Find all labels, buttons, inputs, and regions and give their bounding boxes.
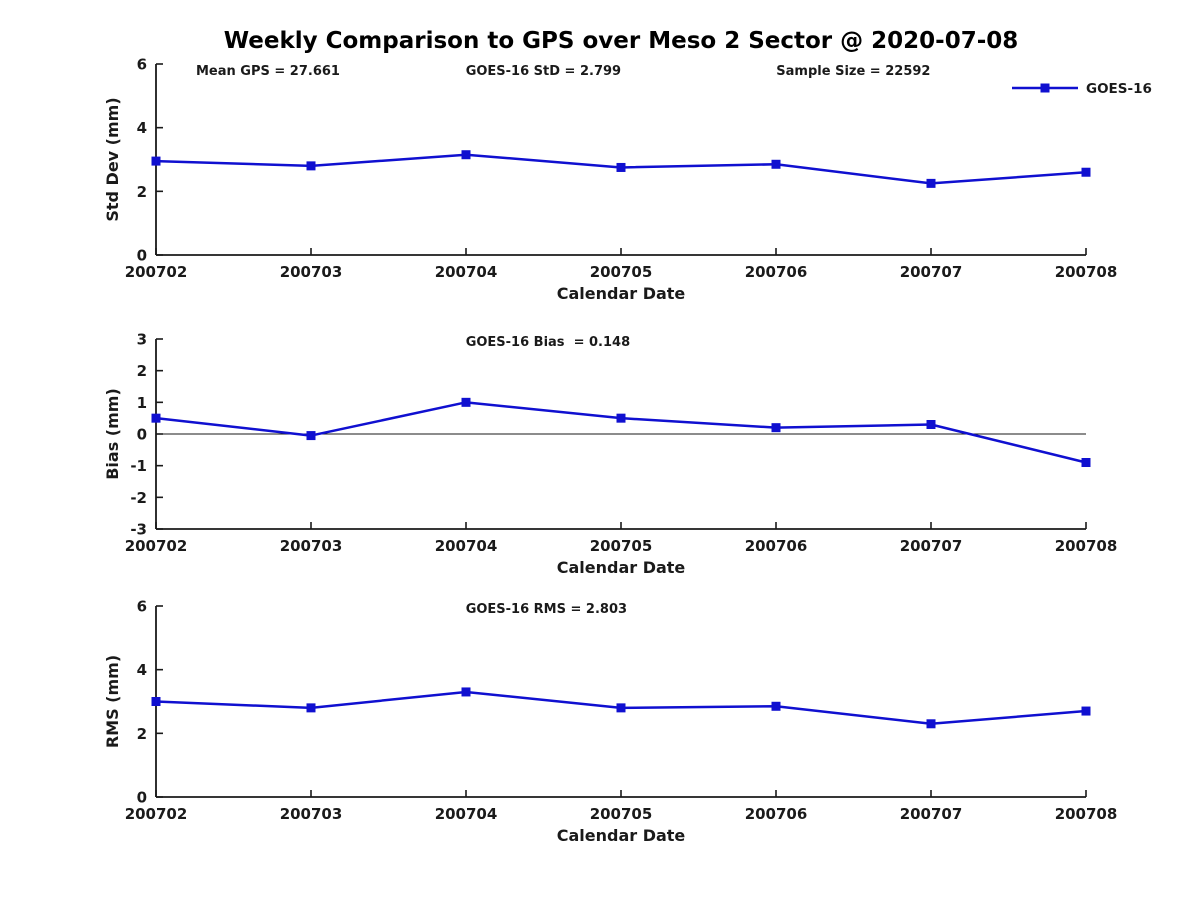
- data-point-marker: [151, 413, 161, 423]
- legend-label: GOES-16: [1086, 81, 1152, 97]
- y-tick-label: 2: [137, 725, 147, 743]
- y-tick-label: 0: [137, 426, 147, 444]
- legend: GOES-16: [1012, 81, 1152, 97]
- data-point-marker: [926, 178, 936, 188]
- data-point-marker: [1081, 167, 1091, 177]
- x-tick-label: 200708: [1055, 537, 1118, 555]
- y-axis-label: Bias (mm): [103, 388, 122, 480]
- x-axis-label: Calendar Date: [557, 558, 686, 577]
- x-tick-label: 200702: [125, 263, 188, 281]
- x-tick-label: 200707: [900, 263, 963, 281]
- x-tick-label: 200704: [435, 805, 498, 823]
- figure-title: Weekly Comparison to GPS over Meso 2 Sec…: [223, 28, 1019, 54]
- data-point-marker: [926, 420, 936, 429]
- x-tick-label: 200702: [125, 805, 188, 823]
- y-axis-label: RMS (mm): [103, 655, 122, 748]
- x-tick-label: 200706: [745, 805, 808, 823]
- subplot-rms: 0 2 4 6 200702 200703 200704 200705 200706 200707…: [103, 598, 1117, 846]
- data-point-marker: [616, 162, 626, 172]
- x-tick-label: 200705: [590, 805, 653, 823]
- x-tick-label: 200703: [280, 537, 343, 555]
- x-tick-label: 200704: [435, 263, 498, 281]
- data-point-marker: [926, 719, 936, 729]
- x-axis-label: Calendar Date: [557, 284, 686, 303]
- x-tick-label: 200706: [745, 537, 808, 555]
- x-tick-label: 200707: [900, 805, 963, 823]
- x-tick-label: 200703: [280, 263, 343, 281]
- y-tick-label: 0: [137, 789, 147, 807]
- x-tick-label: 200708: [1055, 263, 1118, 281]
- x-axis-label: Calendar Date: [557, 826, 686, 845]
- data-point-marker: [151, 156, 161, 166]
- x-tick-label: 200708: [1055, 805, 1118, 823]
- y-tick-label: -2: [130, 489, 147, 507]
- annotation-text: Sample Size = 22592: [776, 64, 930, 79]
- y-tick-label: 1: [137, 394, 147, 412]
- data-point-marker: [461, 397, 471, 407]
- data-point-marker: [306, 161, 316, 171]
- annotation-text: GOES-16 RMS = 2.803: [466, 602, 627, 617]
- data-point-marker: [771, 423, 781, 433]
- y-axis-label: Std Dev (mm): [103, 97, 122, 221]
- y-tick-label: 4: [137, 661, 147, 679]
- subplot-bias: -3 -2 -1 0 1 2 3 200702 200703 200704 200705 200706…: [103, 331, 1117, 578]
- x-tick-label: 200706: [745, 263, 808, 281]
- data-point-marker: [616, 413, 626, 423]
- data-point-marker: [616, 703, 626, 713]
- x-tick-label: 200705: [590, 263, 653, 281]
- y-tick-label: 2: [137, 362, 147, 380]
- y-tick-label: -1: [130, 457, 147, 475]
- x-tick-label: 200707: [900, 537, 963, 555]
- data-point-marker: [461, 687, 471, 697]
- legend-marker: [1040, 83, 1050, 93]
- x-tick-label: 200705: [590, 537, 653, 555]
- x-tick-label: 200702: [125, 537, 188, 555]
- x-tick-label: 200704: [435, 537, 498, 555]
- annotation-text: GOES-16 Bias = 0.148: [466, 335, 630, 350]
- data-point-marker: [306, 703, 316, 713]
- data-point-marker: [771, 701, 781, 711]
- y-tick-label: 6: [137, 598, 147, 616]
- x-tick-label: 200703: [280, 805, 343, 823]
- y-tick-label: 0: [137, 247, 147, 265]
- annotation-text: GOES-16 StD = 2.799: [466, 64, 621, 79]
- data-point-marker: [1081, 706, 1091, 716]
- y-tick-label: 6: [137, 56, 147, 74]
- y-tick-label: 2: [137, 183, 147, 201]
- subplot-std-dev: 0 2 4 6 200702 200703 200704 200705 200706 200707…: [103, 56, 1152, 304]
- series-line-goes-16: [155, 401, 1087, 464]
- data-point-marker: [771, 159, 781, 169]
- annotation-text: Mean GPS = 27.661: [196, 64, 340, 79]
- y-tick-label: 4: [137, 119, 147, 137]
- data-point-marker: [306, 431, 316, 441]
- y-tick-label: 3: [137, 331, 147, 349]
- data-point-marker: [461, 150, 471, 160]
- data-point-marker: [1081, 458, 1091, 467]
- data-point-marker: [151, 697, 161, 706]
- y-tick-label: -3: [130, 521, 147, 539]
